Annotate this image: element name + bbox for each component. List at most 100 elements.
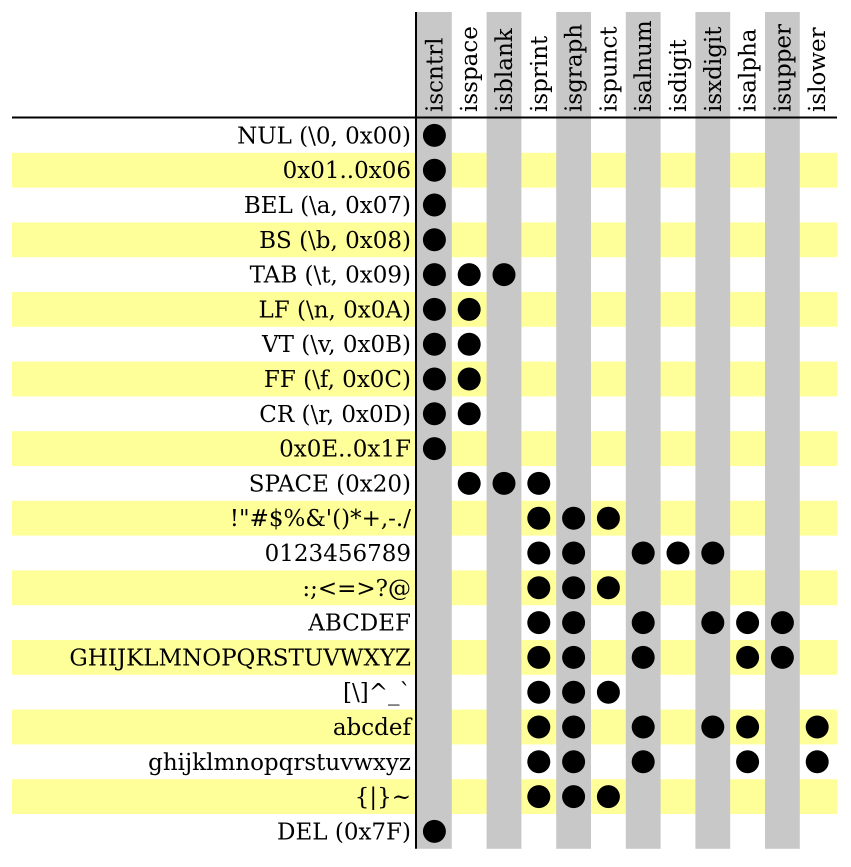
row-label-4: TAB (\t, 0x09)	[250, 263, 411, 289]
dot-18-isalpha	[736, 750, 760, 774]
dot-4-iscntrl	[422, 263, 446, 287]
dot-12-isgraph	[562, 541, 586, 565]
dot-11-ispunct	[596, 506, 620, 530]
dot-14-isgraph	[562, 611, 586, 635]
column-stripe-isupper	[765, 12, 800, 849]
row-label-1: 0x01..0x06	[283, 158, 411, 184]
dot-10-isprint	[527, 471, 551, 495]
row-labels: NUL (\0, 0x00) 0x01..0x06 BEL (\a, 0x07) BS…	[69, 123, 412, 845]
dot-14-isprint	[527, 611, 551, 635]
column-header-isalnum: isalnum	[631, 20, 657, 112]
row-label-18: ghijklmnopqrstuvwxyz	[148, 750, 411, 776]
dot-20-iscntrl	[422, 819, 446, 843]
dot-9-iscntrl	[422, 437, 446, 461]
dot-13-isprint	[527, 576, 551, 600]
dot-11-isgraph	[562, 506, 586, 530]
row-label-11: !"#$%&'()*+,-./	[230, 506, 411, 532]
column-header-isalpha: isalpha	[736, 28, 762, 112]
dot-12-isxdigit	[701, 541, 725, 565]
dot-13-ispunct	[596, 576, 620, 600]
dot-14-isxdigit	[701, 611, 725, 635]
row-label-12: 0123456789	[265, 541, 411, 567]
row-label-6: VT (\v, 0x0B)	[261, 332, 411, 358]
column-header-isxdigit: isxdigit	[701, 26, 727, 112]
column-header-isdigit: isdigit	[666, 39, 692, 112]
row-label-13: :;<=>?@	[302, 576, 411, 602]
dot-7-iscntrl	[422, 367, 446, 391]
column-stripe-isalnum	[625, 12, 661, 849]
column-header-isprint: isprint	[527, 35, 553, 112]
column-stripe-isxdigit	[695, 12, 731, 849]
dot-10-isspace	[457, 471, 481, 495]
row-label-15: GHIJKLMNOPQRSTUVWXYZ	[69, 645, 411, 671]
row-label-3: BS (\b, 0x08)	[259, 228, 411, 254]
column-header-isblank: isblank	[492, 27, 518, 112]
column-stripe-isblank	[486, 12, 522, 849]
dot-15-isupper	[770, 645, 794, 669]
column-header-isupper: isupper	[770, 24, 796, 112]
dot-16-isgraph	[562, 680, 586, 704]
dot-15-isalpha	[736, 645, 760, 669]
column-stripe-iscntrl	[417, 12, 452, 849]
dot-4-isspace	[457, 263, 481, 287]
dot-2-iscntrl	[422, 193, 446, 217]
dot-18-isalnum	[631, 750, 655, 774]
dot-15-isgraph	[562, 645, 586, 669]
column-stripe-isgraph	[556, 12, 591, 849]
row-label-0: NUL (\0, 0x00)	[237, 123, 411, 149]
row-label-7: FF (\f, 0x0C)	[264, 367, 411, 393]
dot-0-iscntrl	[422, 123, 446, 147]
dot-5-isspace	[457, 297, 481, 321]
column-header-islower: islower	[805, 27, 831, 112]
row-label-9: 0x0E..0x1F	[279, 437, 411, 463]
dot-17-isxdigit	[701, 715, 725, 739]
dot-14-isalpha	[736, 611, 760, 635]
column-header-ispunct: ispunct	[596, 26, 622, 112]
dot-18-islower	[805, 750, 829, 774]
dot-1-iscntrl	[422, 158, 446, 182]
dot-7-isspace	[457, 367, 481, 391]
dot-16-ispunct	[596, 680, 620, 704]
table-rules	[12, 12, 837, 849]
membership-dots	[422, 123, 829, 843]
column-stripes	[417, 12, 800, 849]
dot-12-isdigit	[666, 541, 690, 565]
row-label-5: LF (\n, 0x0A)	[258, 297, 411, 323]
dot-4-isblank	[492, 263, 516, 287]
dot-15-isalnum	[631, 645, 655, 669]
column-header-isspace: isspace	[457, 26, 483, 112]
dot-5-iscntrl	[422, 297, 446, 321]
dot-14-isupper	[770, 611, 794, 635]
column-headers: iscntrl isspace isblank isprint isgraph ispun…	[422, 20, 831, 112]
row-label-16: [\]^_`	[343, 680, 411, 706]
row-label-2: BEL (\a, 0x07)	[244, 193, 411, 219]
row-label-17: abcdef	[333, 715, 413, 741]
dot-16-isprint	[527, 680, 551, 704]
dot-14-isalnum	[631, 611, 655, 635]
dot-17-isgraph	[562, 715, 586, 739]
dot-12-isalnum	[631, 541, 655, 565]
dot-6-isspace	[457, 332, 481, 356]
dot-17-isalpha	[736, 715, 760, 739]
row-label-8: CR (\r, 0x0D)	[259, 402, 411, 428]
row-label-10: SPACE (0x20)	[249, 471, 411, 497]
dot-10-isblank	[492, 471, 516, 495]
column-header-iscntrl: iscntrl	[422, 38, 448, 112]
dot-18-isgraph	[562, 750, 586, 774]
row-label-20: DEL (0x7F)	[277, 819, 411, 845]
dot-19-isgraph	[562, 785, 586, 809]
dot-18-isprint	[527, 750, 551, 774]
dot-6-iscntrl	[422, 332, 446, 356]
dot-8-isspace	[457, 402, 481, 426]
row-label-19: {|}~	[355, 785, 411, 811]
dot-19-isprint	[527, 785, 551, 809]
dot-8-iscntrl	[422, 402, 446, 426]
dot-11-isprint	[527, 506, 551, 530]
dot-13-isgraph	[562, 576, 586, 600]
dot-12-isprint	[527, 541, 551, 565]
dot-15-isprint	[527, 645, 551, 669]
dot-17-islower	[805, 715, 829, 739]
column-header-isgraph: isgraph	[562, 24, 588, 112]
dot-17-isprint	[527, 715, 551, 739]
